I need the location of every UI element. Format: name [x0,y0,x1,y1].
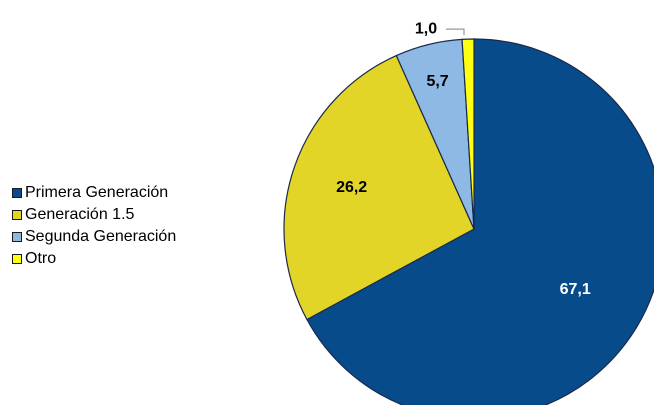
legend-swatch-generacion-1-5 [12,210,22,220]
pie-slice-otro [461,38,475,230]
legend-item-generacion-1-5: Generación 1.5 [12,204,176,226]
pie-slice-generacion-1-5 [283,54,475,321]
legend-item-segunda-generacion: Segunda Generación [12,226,176,248]
legend-label-generacion-1-5: Generación 1.5 [25,206,135,223]
legend-item-primera-generacion: Primera Generación [12,182,176,204]
legend-item-otro: Otro [12,248,176,270]
data-label-primera-generacion: 67,1 [560,281,591,298]
legend: Primera Generación Generación 1.5 Segund… [12,182,176,270]
data-label-generacion-1-5: 26,2 [336,179,367,196]
legend-swatch-primera-generacion [12,188,22,198]
legend-swatch-segunda-generacion [12,232,22,242]
data-label-otro: 1,0 [415,21,437,38]
legend-label-primera-generacion: Primera Generación [25,184,169,201]
leader-lines [445,28,465,36]
data-label-segunda-generacion: 5,7 [426,73,448,90]
legend-label-otro: Otro [25,250,57,267]
legend-label-segunda-generacion: Segunda Generación [25,228,177,245]
data-labels: 67,1 26,2 5,7 1,0 [336,21,591,298]
pie-slices [283,38,654,405]
legend-swatch-otro [12,254,22,264]
leader-line-otro [445,28,465,36]
pie-slice-primera-generacion [306,38,654,405]
